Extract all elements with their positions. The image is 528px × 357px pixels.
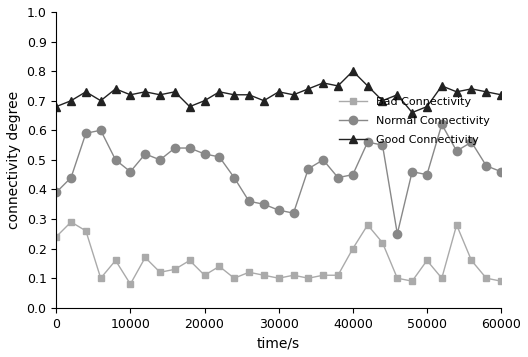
Normal Connectivity [379, 143, 385, 147]
Normal Connectivity [98, 128, 104, 132]
Normal Connectivity [409, 170, 416, 174]
Bad Connectivity [483, 276, 489, 280]
X-axis label: time/s: time/s [257, 336, 300, 350]
Good Connectivity [231, 92, 238, 97]
Bad Connectivity [142, 255, 148, 260]
Bad Connectivity [276, 276, 282, 280]
Normal Connectivity [350, 172, 356, 177]
Good Connectivity [186, 105, 193, 109]
Normal Connectivity [112, 158, 119, 162]
Bad Connectivity [53, 235, 59, 239]
Good Connectivity [335, 84, 341, 88]
Good Connectivity [394, 92, 400, 97]
Good Connectivity [276, 90, 282, 94]
Bad Connectivity [364, 223, 371, 227]
Normal Connectivity [483, 164, 489, 168]
Normal Connectivity [498, 170, 504, 174]
Good Connectivity [246, 92, 252, 97]
Normal Connectivity [83, 131, 89, 135]
Bad Connectivity [201, 273, 208, 277]
Good Connectivity [142, 90, 148, 94]
Normal Connectivity [68, 176, 74, 180]
Normal Connectivity [127, 170, 134, 174]
Bad Connectivity [335, 273, 341, 277]
Line: Good Connectivity: Good Connectivity [52, 67, 505, 117]
Good Connectivity [201, 99, 208, 103]
Good Connectivity [157, 92, 163, 97]
Good Connectivity [53, 105, 59, 109]
Normal Connectivity [305, 167, 312, 171]
Bad Connectivity [290, 273, 297, 277]
Bad Connectivity [498, 279, 504, 283]
Normal Connectivity [142, 152, 148, 156]
Bad Connectivity [83, 229, 89, 233]
Bad Connectivity [157, 270, 163, 275]
Good Connectivity [409, 110, 416, 115]
Normal Connectivity [454, 149, 460, 153]
Good Connectivity [112, 87, 119, 91]
Good Connectivity [68, 99, 74, 103]
Bad Connectivity [261, 273, 267, 277]
Good Connectivity [305, 87, 312, 91]
Good Connectivity [320, 81, 326, 85]
Bad Connectivity [216, 264, 222, 268]
Normal Connectivity [439, 122, 445, 126]
Good Connectivity [454, 90, 460, 94]
Normal Connectivity [246, 199, 252, 203]
Bad Connectivity [409, 279, 416, 283]
Bad Connectivity [468, 258, 475, 263]
Bad Connectivity [112, 258, 119, 263]
Good Connectivity [290, 92, 297, 97]
Good Connectivity [498, 92, 504, 97]
Good Connectivity [216, 90, 222, 94]
Good Connectivity [83, 90, 89, 94]
Normal Connectivity [335, 176, 341, 180]
Bad Connectivity [172, 267, 178, 271]
Normal Connectivity [172, 146, 178, 150]
Normal Connectivity [157, 158, 163, 162]
Normal Connectivity [468, 140, 475, 144]
Normal Connectivity [216, 155, 222, 159]
Good Connectivity [424, 105, 430, 109]
Good Connectivity [261, 99, 267, 103]
Bad Connectivity [186, 258, 193, 263]
Bad Connectivity [394, 276, 400, 280]
Bad Connectivity [246, 270, 252, 275]
Line: Normal Connectivity: Normal Connectivity [52, 120, 505, 238]
Normal Connectivity [290, 211, 297, 215]
Good Connectivity [468, 87, 475, 91]
Normal Connectivity [424, 172, 430, 177]
Good Connectivity [127, 92, 134, 97]
Legend: Bad Connectivity, Normal Connectivity, Good Connectivity: Bad Connectivity, Normal Connectivity, G… [334, 91, 496, 150]
Bad Connectivity [231, 276, 238, 280]
Normal Connectivity [231, 176, 238, 180]
Bad Connectivity [454, 223, 460, 227]
Bad Connectivity [350, 246, 356, 251]
Normal Connectivity [186, 146, 193, 150]
Normal Connectivity [364, 140, 371, 144]
Normal Connectivity [394, 232, 400, 236]
Bad Connectivity [127, 282, 134, 286]
Bad Connectivity [68, 220, 74, 224]
Good Connectivity [364, 84, 371, 88]
Bad Connectivity [439, 276, 445, 280]
Good Connectivity [98, 99, 104, 103]
Good Connectivity [379, 99, 385, 103]
Line: Bad Connectivity: Bad Connectivity [53, 218, 505, 288]
Normal Connectivity [201, 152, 208, 156]
Normal Connectivity [261, 202, 267, 206]
Bad Connectivity [305, 276, 312, 280]
Y-axis label: connectivity degree: connectivity degree [7, 91, 21, 229]
Bad Connectivity [320, 273, 326, 277]
Normal Connectivity [276, 208, 282, 212]
Good Connectivity [439, 84, 445, 88]
Bad Connectivity [379, 241, 385, 245]
Bad Connectivity [424, 258, 430, 263]
Bad Connectivity [98, 276, 104, 280]
Good Connectivity [172, 90, 178, 94]
Normal Connectivity [320, 158, 326, 162]
Normal Connectivity [53, 190, 59, 195]
Good Connectivity [483, 90, 489, 94]
Good Connectivity [350, 69, 356, 73]
